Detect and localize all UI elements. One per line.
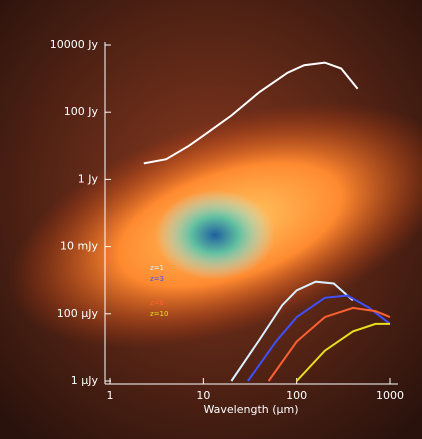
x-tick-label: 10 bbox=[196, 389, 210, 402]
legend-label: z=3 bbox=[150, 275, 164, 283]
x-tick-label: 1000 bbox=[376, 389, 404, 402]
series-line bbox=[295, 322, 390, 382]
y-tick-label: 10 mJy bbox=[60, 240, 98, 253]
y-tick-label: 100 Jy bbox=[64, 105, 99, 118]
x-tick-label: 1 bbox=[107, 389, 114, 402]
series-line bbox=[230, 280, 354, 382]
series-line bbox=[267, 306, 391, 382]
y-tick-label: 1 µJy bbox=[71, 374, 99, 387]
x-axis-label: Wavelength (µm) bbox=[203, 403, 298, 416]
galaxy-core bbox=[155, 190, 275, 280]
legend-label: z=10 bbox=[150, 310, 168, 318]
y-tick-label: 1 Jy bbox=[78, 172, 99, 185]
series-line bbox=[247, 294, 391, 382]
legend-label: z=6 bbox=[150, 299, 165, 307]
y-tick-label: 100 µJy bbox=[57, 307, 99, 320]
series-line bbox=[143, 61, 359, 165]
legend-label: z=1 bbox=[150, 264, 164, 272]
x-tick-label: 100 bbox=[286, 389, 307, 402]
y-tick-label: 10000 Jy bbox=[50, 38, 99, 51]
